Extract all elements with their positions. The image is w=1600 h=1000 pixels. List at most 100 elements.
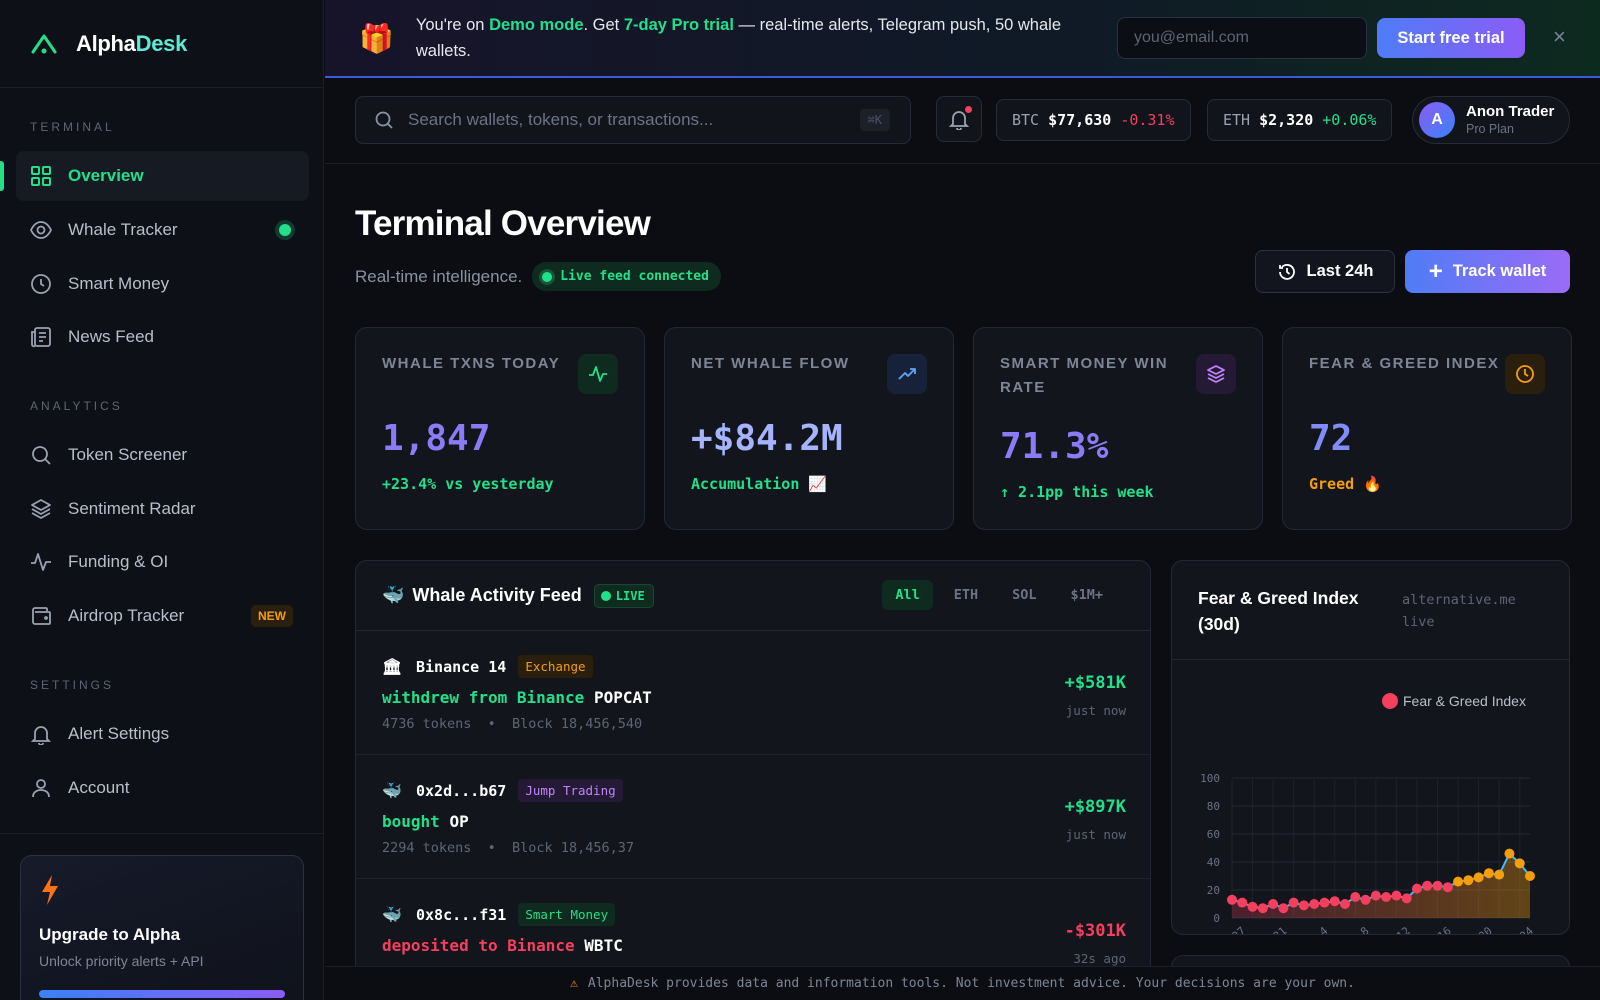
ticker-eth[interactable]: ETH $2,320 +0.06% bbox=[1207, 99, 1393, 141]
sidebar-item-account[interactable]: Account bbox=[16, 763, 309, 813]
whale-activity-feed: 🐳 Whale Activity Feed LIVE All ETH SOL $… bbox=[355, 560, 1151, 1000]
data-point bbox=[1247, 901, 1258, 912]
wallet-tag: Jump Trading bbox=[518, 779, 623, 802]
stat-card-fear-greed[interactable]: FEAR & GREED INDEX 72 Greed 🔥 bbox=[1282, 327, 1572, 530]
user-name: Anon Trader bbox=[1466, 102, 1555, 120]
sidebar-item-funding-oi[interactable]: Funding & OI bbox=[16, 537, 309, 587]
sidebar-item-label: Alert Settings bbox=[68, 724, 170, 743]
stat-value: +$84.2M bbox=[691, 418, 843, 459]
filter-eth[interactable]: ETH bbox=[953, 587, 979, 603]
whale-icon: 🐳 bbox=[382, 905, 402, 924]
user-menu[interactable]: A Anon Trader Pro Plan bbox=[1412, 96, 1570, 144]
sidebar-item-news-feed[interactable]: News Feed bbox=[16, 312, 309, 362]
wallet-name: 0x8c...f31 bbox=[416, 905, 507, 924]
sidebar-item-label: Overview bbox=[68, 166, 144, 185]
track-wallet-button[interactable]: + Track wallet bbox=[1405, 250, 1570, 293]
sidebar-divider bbox=[0, 833, 324, 834]
upgrade-button[interactable] bbox=[39, 990, 285, 998]
live-badge: LIVE bbox=[593, 583, 654, 608]
ticker-price: $77,630 bbox=[1048, 111, 1112, 129]
sidebar-item-whale-tracker[interactable]: Whale Tracker bbox=[16, 205, 309, 255]
eye-icon bbox=[30, 221, 52, 239]
data-point bbox=[1350, 892, 1361, 902]
newspaper-icon bbox=[31, 327, 51, 348]
live-status-badge: Live feed connected bbox=[532, 262, 721, 291]
time-range-label: Last 24h bbox=[1306, 262, 1374, 280]
disclaimer-footer: ⚠ AlphaDesk provides data and informatio… bbox=[325, 966, 1600, 1000]
brand-name: AlphaDesk bbox=[76, 31, 187, 57]
tx-block: Block 18,456,37 bbox=[512, 840, 634, 856]
sidebar-item-sentiment-radar[interactable]: Sentiment Radar bbox=[16, 484, 309, 534]
data-point bbox=[1298, 900, 1309, 911]
bell-icon bbox=[948, 111, 970, 130]
data-point bbox=[1257, 903, 1268, 914]
fear-greed-header: Fear & Greed Index (30d) alternative.me … bbox=[1172, 561, 1569, 660]
tx-amount: +$897K bbox=[1064, 797, 1126, 817]
table-row[interactable]: 🐳 0x2d...b67 Jump Trading bought OP 2294 t… bbox=[356, 755, 1150, 879]
legend-swatch bbox=[1382, 693, 1398, 709]
tx-action: withdrew from Binance bbox=[382, 688, 585, 707]
sidebar-item-overview[interactable]: Overview bbox=[0, 151, 309, 201]
banner-suffix: — real-time alerts, Telegram push, 50 wh… bbox=[415, 16, 1061, 60]
brand-name-first: Alpha bbox=[76, 30, 136, 56]
email-field[interactable]: you@email.com bbox=[1117, 17, 1367, 59]
wallet-tag: Exchange bbox=[518, 655, 593, 678]
page-title: Terminal Overview bbox=[355, 204, 651, 243]
time-range-button[interactable]: Last 24h bbox=[1255, 250, 1395, 293]
data-point bbox=[1525, 871, 1535, 881]
stat-value: 71.3% bbox=[1000, 426, 1109, 467]
close-icon[interactable]: × bbox=[1553, 24, 1566, 49]
search-placeholder: Search wallets, tokens, or transactions.… bbox=[408, 110, 714, 129]
lightning-icon bbox=[42, 875, 58, 905]
trending-up-icon bbox=[887, 354, 927, 394]
upgrade-card[interactable]: Upgrade to Alpha Unlock priority alerts … bbox=[20, 855, 304, 1000]
search-input[interactable]: Search wallets, tokens, or transactions.… bbox=[355, 96, 911, 144]
sidebar-item-label: Airdrop Tracker bbox=[68, 606, 185, 625]
search-icon bbox=[32, 446, 51, 465]
tx-amount: -$301K bbox=[1064, 921, 1126, 941]
sidebar-item-alert-settings[interactable]: Alert Settings bbox=[16, 709, 309, 759]
feed-title: Whale Activity Feed bbox=[412, 585, 582, 605]
stat-card-whale-txns[interactable]: WHALE TXNS TODAY 1,847 +23.4% vs yesterd… bbox=[355, 327, 645, 530]
filter-all[interactable]: All bbox=[882, 580, 933, 610]
sidebar-item-token-screener[interactable]: Token Screener bbox=[16, 430, 309, 480]
banner-mode: Demo mode bbox=[489, 16, 584, 34]
wallet-tag: Smart Money bbox=[518, 903, 616, 926]
y-tick-label: 100 bbox=[1200, 772, 1220, 785]
notifications-button[interactable] bbox=[936, 96, 982, 142]
ticker-btc[interactable]: BTC $77,630 -0.31% bbox=[996, 99, 1191, 141]
y-tick-label: 40 bbox=[1207, 856, 1220, 869]
start-trial-button[interactable]: Start free trial bbox=[1377, 18, 1525, 58]
data-point bbox=[1432, 880, 1443, 891]
table-row[interactable]: 🐳 0x8c...f31 Smart Money deposited to Bina… bbox=[356, 879, 1150, 1000]
table-row[interactable]: 🏛 Binance 14 Exchange withdrew from Binanc… bbox=[356, 631, 1150, 755]
sidebar-item-airdrop-tracker[interactable]: Airdrop Tracker NEW bbox=[16, 591, 309, 641]
data-point bbox=[1401, 893, 1412, 904]
sidebar-item-smart-money[interactable]: Smart Money bbox=[16, 259, 309, 309]
stat-card-net-flow[interactable]: NET WHALE FLOW +$84.2M Accumulation 📈 bbox=[664, 327, 954, 530]
stat-card-win-rate[interactable]: SMART MONEY WIN RATE 71.3% ↑ 2.1pp this … bbox=[973, 327, 1263, 530]
data-point bbox=[1483, 868, 1494, 879]
stat-note: Greed 🔥 bbox=[1309, 475, 1382, 493]
filter-1m-plus[interactable]: $1M+ bbox=[1070, 587, 1103, 603]
fear-greed-title: Fear & Greed Index (30d) bbox=[1198, 588, 1359, 634]
disclaimer-text: AlphaDesk provides data and information … bbox=[587, 976, 1355, 991]
user-info: Anon Trader Pro Plan bbox=[1466, 103, 1554, 138]
series-area bbox=[1232, 853, 1530, 918]
activity-icon bbox=[31, 553, 51, 571]
data-point bbox=[1473, 872, 1484, 883]
x-tick-label: Apr 8 bbox=[1338, 924, 1372, 935]
banner-mid: . Get bbox=[583, 16, 624, 34]
data-point bbox=[1504, 848, 1515, 859]
user-icon bbox=[32, 779, 50, 798]
chart-legend[interactable]: Fear & Greed Index bbox=[1382, 693, 1526, 709]
fear-greed-panel: Fear & Greed Index (30d) alternative.me … bbox=[1171, 560, 1570, 935]
data-point bbox=[1268, 899, 1279, 909]
filter-sol[interactable]: SOL bbox=[1012, 587, 1037, 603]
sidebar-item-label: Whale Tracker bbox=[68, 220, 178, 239]
x-tick-label: Apr 24 bbox=[1497, 924, 1536, 935]
brand[interactable]: AlphaDesk bbox=[0, 0, 323, 88]
stat-note: ↑ 2.1pp this week bbox=[1000, 483, 1154, 501]
tx-amount: +$581K bbox=[1064, 673, 1126, 693]
logo-icon bbox=[31, 34, 57, 53]
